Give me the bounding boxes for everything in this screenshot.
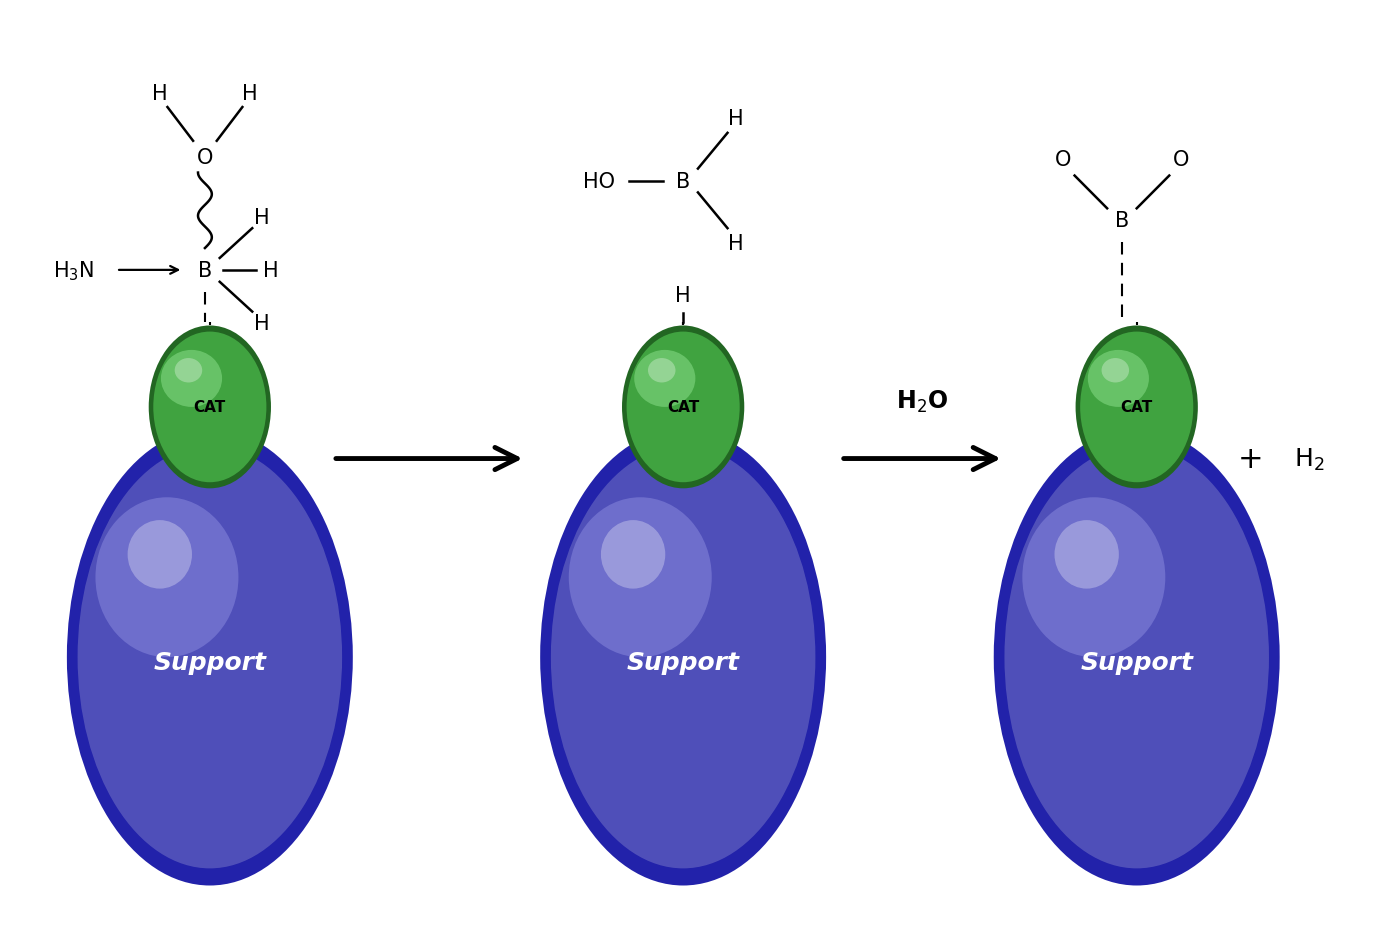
Ellipse shape <box>1088 351 1149 407</box>
Ellipse shape <box>96 497 238 657</box>
Ellipse shape <box>602 521 665 589</box>
Ellipse shape <box>1005 446 1270 869</box>
Text: B: B <box>1114 211 1130 231</box>
Text: +: + <box>1238 445 1263 473</box>
Ellipse shape <box>550 446 815 869</box>
Ellipse shape <box>168 395 265 469</box>
Ellipse shape <box>994 430 1279 885</box>
Ellipse shape <box>1102 358 1130 383</box>
Ellipse shape <box>640 395 739 469</box>
Ellipse shape <box>568 497 712 657</box>
Ellipse shape <box>635 351 696 407</box>
Text: H: H <box>243 84 258 104</box>
Text: CAT: CAT <box>667 400 700 415</box>
Text: H$_2$: H$_2$ <box>1295 446 1325 472</box>
Text: H: H <box>728 234 743 253</box>
Ellipse shape <box>1055 521 1119 589</box>
Text: HO: HO <box>584 172 615 191</box>
Ellipse shape <box>649 358 675 383</box>
Text: H: H <box>151 84 168 104</box>
Text: Support: Support <box>154 651 266 675</box>
Text: H: H <box>263 261 279 280</box>
Text: H$_3$N: H$_3$N <box>53 259 94 282</box>
Ellipse shape <box>67 430 353 885</box>
Ellipse shape <box>1037 624 1265 829</box>
Text: H: H <box>254 313 270 333</box>
Text: B: B <box>676 172 690 191</box>
Ellipse shape <box>78 446 342 869</box>
Ellipse shape <box>109 624 338 829</box>
Text: H: H <box>675 286 692 305</box>
Ellipse shape <box>154 332 266 483</box>
Text: H: H <box>728 109 743 129</box>
Text: O: O <box>197 148 213 167</box>
Text: B: B <box>198 261 212 280</box>
Text: H$_2$O: H$_2$O <box>895 388 948 415</box>
Text: CAT: CAT <box>1121 400 1153 415</box>
Ellipse shape <box>161 351 222 407</box>
Ellipse shape <box>626 332 740 483</box>
Ellipse shape <box>1080 332 1193 483</box>
Text: Support: Support <box>1080 651 1193 675</box>
Ellipse shape <box>175 358 202 383</box>
Text: CAT: CAT <box>194 400 226 415</box>
Ellipse shape <box>1023 497 1166 657</box>
Text: O: O <box>1055 149 1071 170</box>
Ellipse shape <box>128 521 193 589</box>
Ellipse shape <box>541 430 826 885</box>
Ellipse shape <box>148 326 272 489</box>
Ellipse shape <box>622 326 744 489</box>
Text: O: O <box>1173 149 1189 170</box>
Ellipse shape <box>1076 326 1198 489</box>
Ellipse shape <box>584 624 812 829</box>
Text: H: H <box>254 208 270 228</box>
Ellipse shape <box>1094 395 1192 469</box>
Text: Support: Support <box>626 651 740 675</box>
